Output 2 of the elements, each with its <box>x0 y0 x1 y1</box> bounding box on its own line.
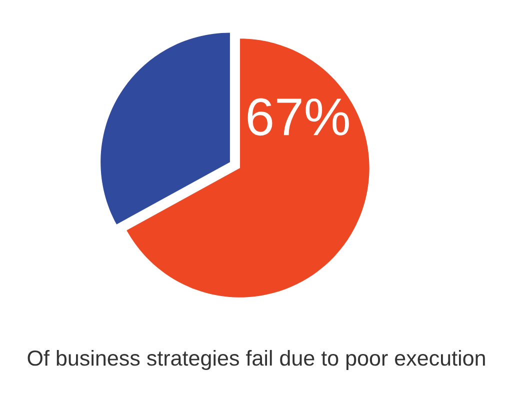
text: Of business strategies fail due to poor execution <box>28 350 485 370</box>
data-label: 67% <box>248 98 349 136</box>
